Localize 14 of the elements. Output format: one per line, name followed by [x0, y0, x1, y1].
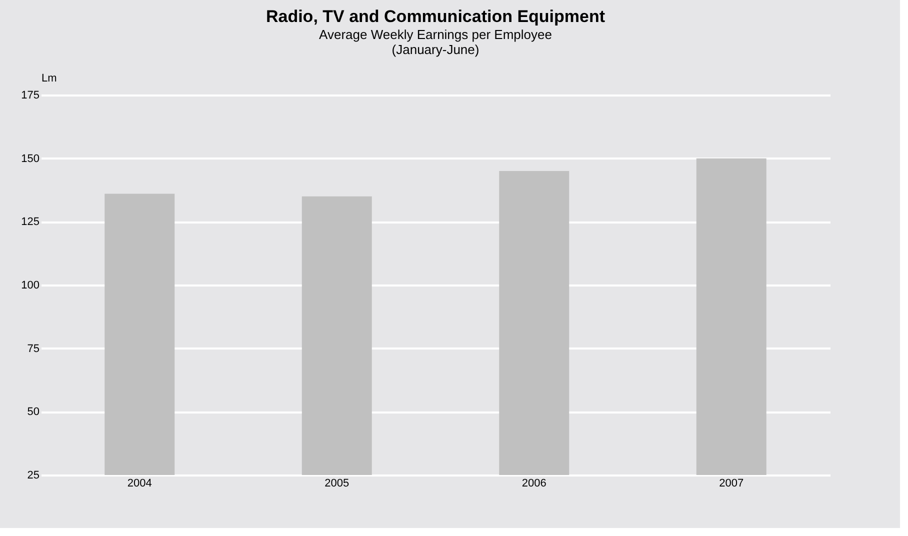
y-tick-label: 75	[27, 342, 40, 355]
x-tick-label: 2004	[127, 478, 152, 490]
chart-title: Radio, TV and Communication Equipment	[266, 7, 606, 26]
y-tick-label: 50	[27, 406, 40, 418]
chart-subtitle: Average Weekly Earnings per Employee (January-June)	[319, 27, 552, 57]
y-tick-label: 150	[21, 152, 40, 165]
y-tick-label: 175	[21, 90, 40, 102]
x-tick-label: 2006	[522, 478, 546, 490]
y-axis-title: Lm	[42, 72, 57, 84]
y-tick-label: 25	[27, 470, 40, 482]
y-tick-label: 100	[21, 280, 40, 292]
y-tick-label: 125	[21, 216, 40, 228]
x-tick-label: 2005	[324, 478, 350, 490]
x-tick-label: 2007	[719, 478, 744, 490]
